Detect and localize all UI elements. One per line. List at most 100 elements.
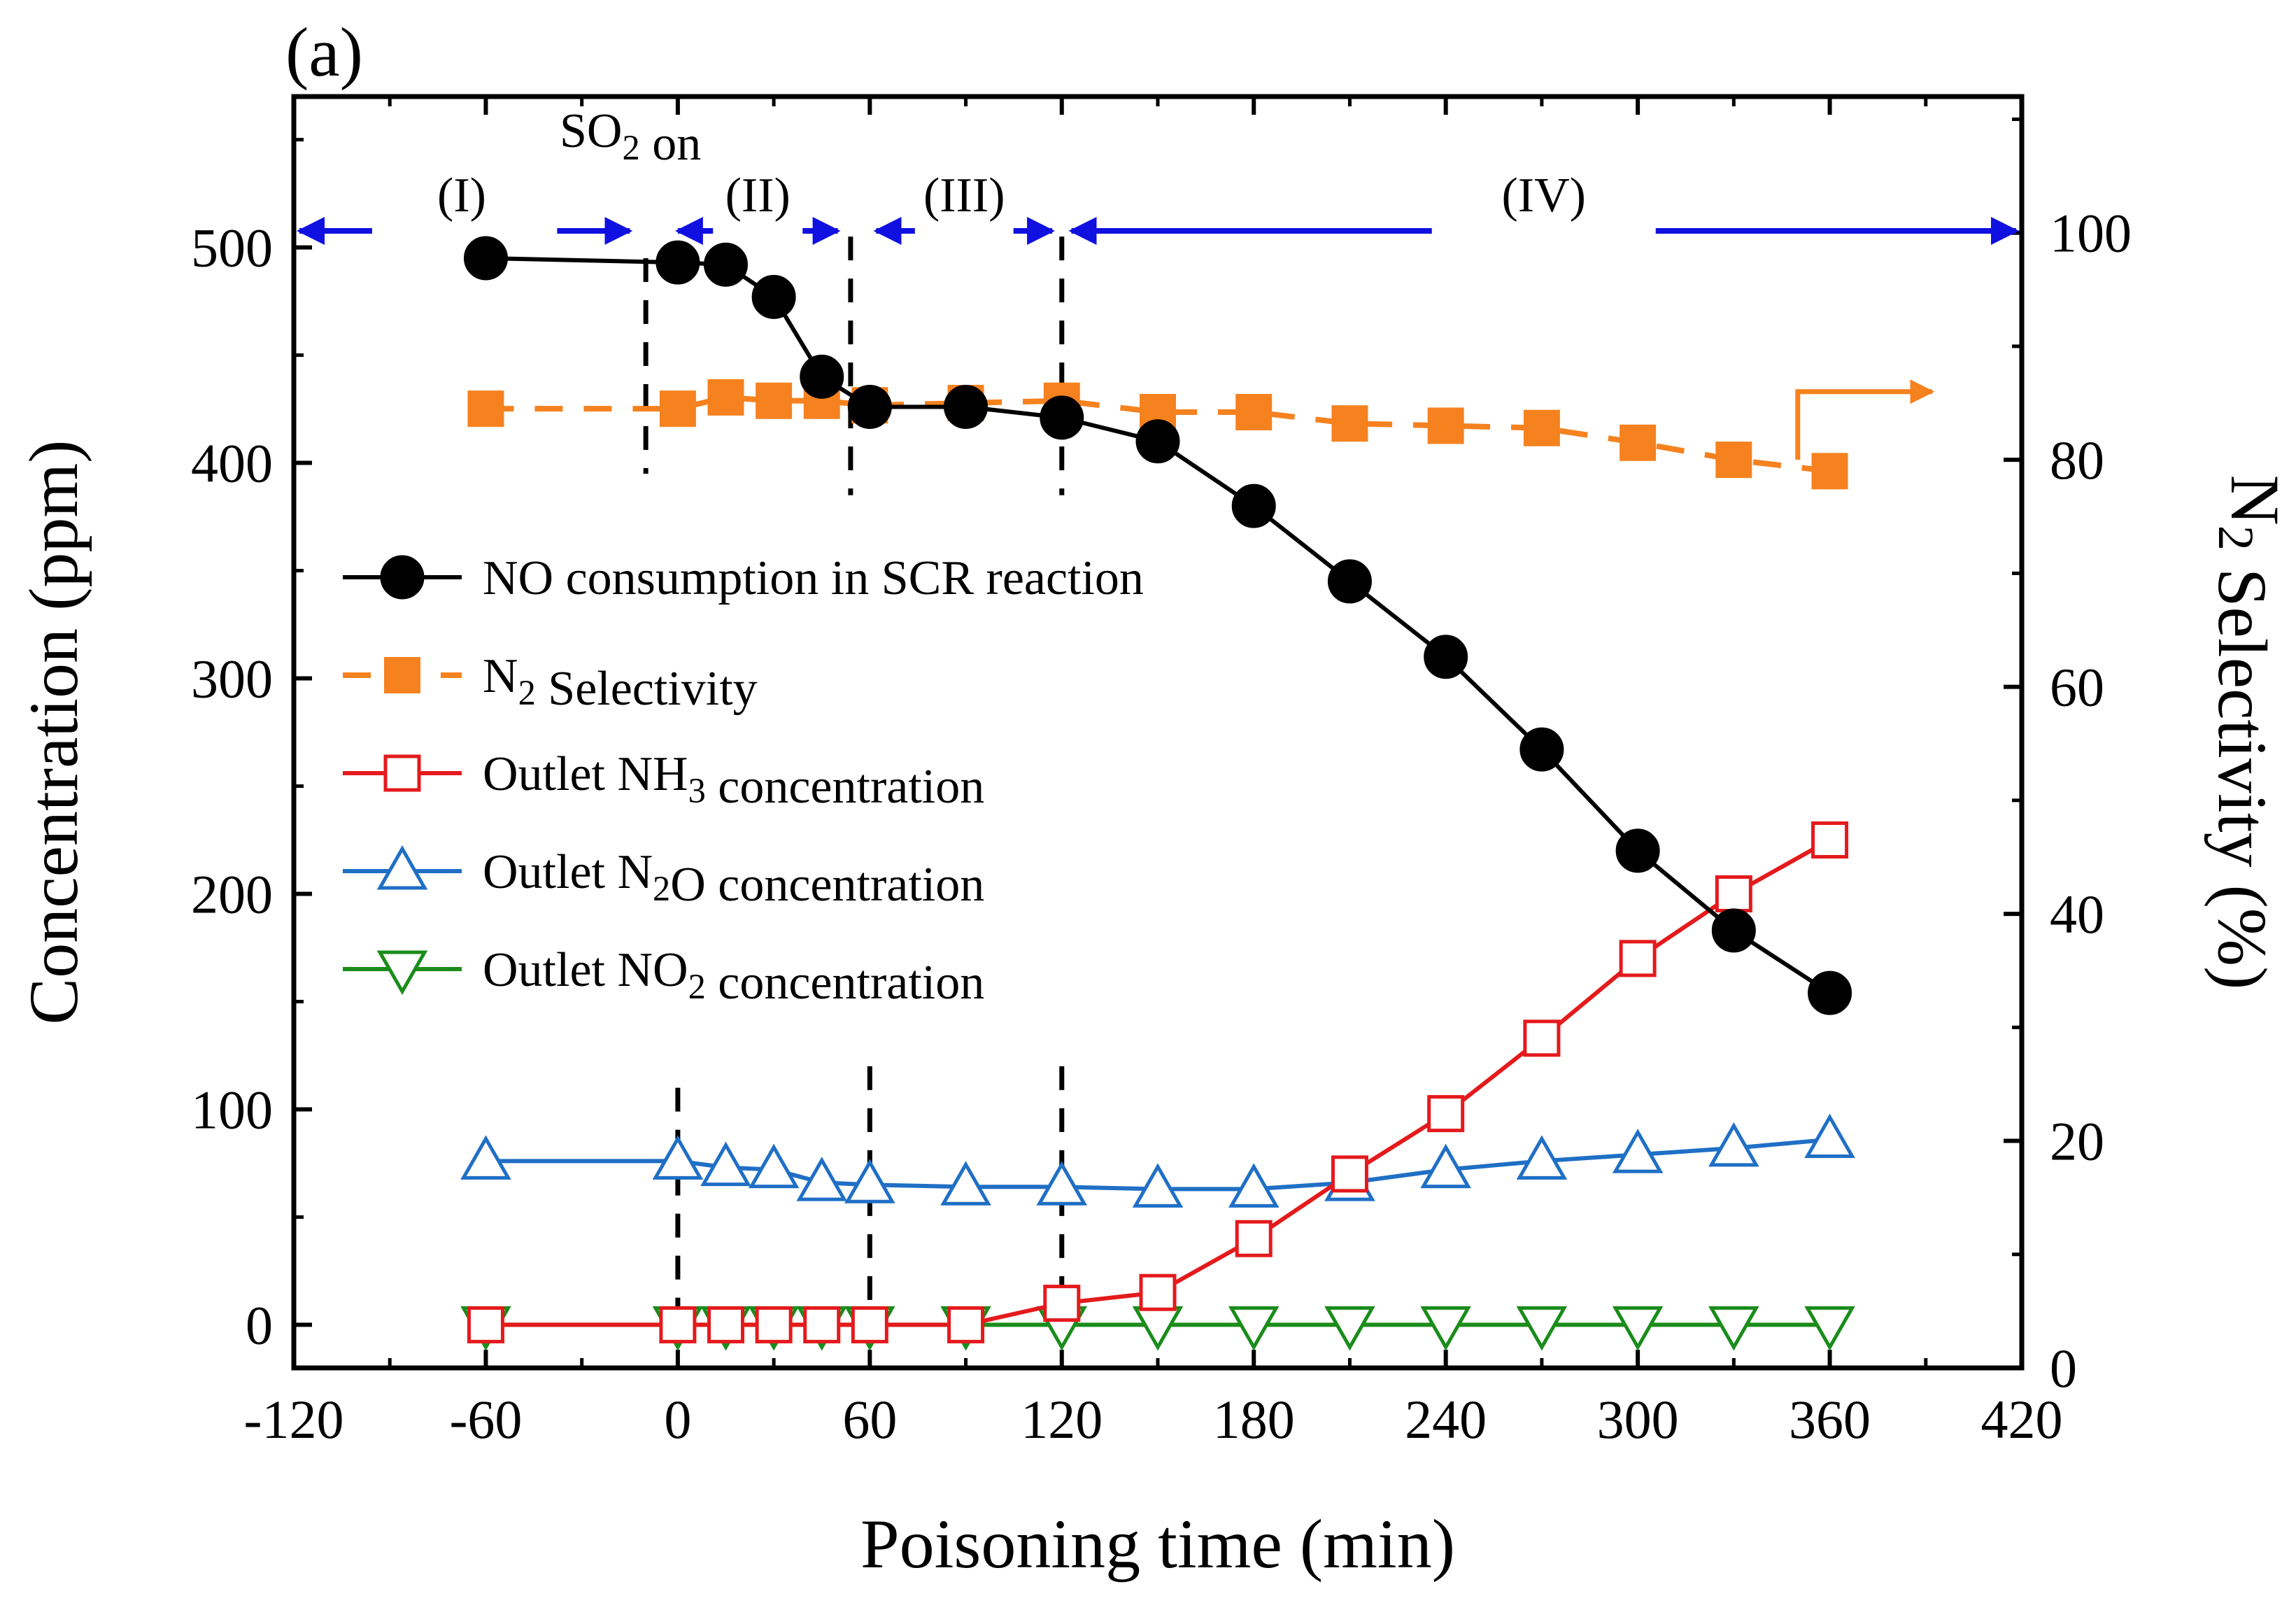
- legend-label: Outlet N2O concentration: [483, 845, 984, 912]
- data-point: [940, 1161, 991, 1206]
- data-point: [707, 379, 744, 416]
- data-point: [1715, 442, 1752, 479]
- data-point: [707, 1306, 744, 1343]
- data-point: [1427, 407, 1464, 444]
- data-point: [652, 1135, 704, 1180]
- so2-on-label: SO2 on: [560, 104, 701, 171]
- data-point: [1620, 424, 1657, 461]
- data-point: [467, 390, 504, 428]
- data-point: [847, 384, 892, 429]
- data-point: [1231, 483, 1276, 528]
- data-point: [1523, 409, 1560, 446]
- y-right-tick-label: 0: [2050, 1338, 2077, 1399]
- legend-item: Outlet NH3 concentration: [343, 747, 984, 814]
- data-point: [704, 242, 748, 287]
- y-left-tick-label: 0: [246, 1294, 273, 1355]
- data-series: [460, 236, 1855, 1351]
- legend-marker: [383, 754, 421, 792]
- right-axis-pointer-arrow: [1795, 379, 1935, 460]
- data-point: [803, 1306, 841, 1343]
- data-point: [1331, 1155, 1368, 1193]
- data-point: [1043, 1285, 1081, 1322]
- x-tick-label: 0: [664, 1389, 691, 1450]
- data-point: [656, 240, 700, 285]
- data-point: [851, 1306, 888, 1343]
- legend-label: Outlet NO2 concentration: [483, 943, 984, 1010]
- x-tick-label: -60: [449, 1389, 522, 1450]
- stage-label: (II): [725, 169, 791, 223]
- x-tick-label: 120: [1021, 1389, 1103, 1450]
- y-right-tick-label: 40: [2050, 884, 2104, 945]
- data-point: [1424, 635, 1468, 679]
- legend-marker: [376, 845, 428, 890]
- series-line: [486, 394, 1831, 474]
- data-point: [1228, 1163, 1280, 1208]
- x-axis-title: Poisoning time (min): [860, 1505, 1455, 1583]
- legend-label: N2 Selectivity: [483, 649, 758, 716]
- data-point: [1811, 821, 1849, 859]
- stage-label: (III): [923, 169, 1005, 223]
- legend-marker: [380, 555, 425, 600]
- stage-label: (IV): [1502, 169, 1586, 223]
- data-point: [1612, 1306, 1664, 1351]
- data-point: [1324, 1306, 1375, 1351]
- data-point: [659, 1306, 697, 1343]
- axis-text: -120 -60 0 60 120 180 240 300 360 420010020030040…: [15, 13, 2294, 1583]
- data-point: [1331, 405, 1368, 442]
- data-point: [947, 1306, 985, 1343]
- data-point: [1519, 727, 1564, 772]
- series-line: [486, 838, 1831, 1327]
- data-point: [944, 384, 988, 429]
- data-point: [1516, 1135, 1568, 1180]
- y-left-tick-label: 200: [191, 863, 273, 924]
- legend-item: N2 Selectivity: [343, 649, 758, 716]
- data-point: [1711, 908, 1756, 953]
- data-point: [1811, 453, 1848, 490]
- x-tick-label: 360: [1789, 1389, 1871, 1450]
- y-left-tick-label: 400: [191, 433, 273, 494]
- legend-item: Outlet NO2 concentration: [343, 943, 984, 1010]
- series-3: [460, 1113, 1855, 1208]
- data-point: [1619, 940, 1657, 977]
- stage-label: (I): [437, 169, 486, 223]
- data-point: [1523, 1019, 1561, 1057]
- data-point: [1420, 1143, 1471, 1189]
- data-point: [751, 274, 796, 319]
- data-point: [460, 1135, 511, 1180]
- x-tick-label: 420: [1981, 1389, 2063, 1450]
- data-point: [1420, 1306, 1471, 1351]
- data-point: [659, 390, 696, 428]
- series-line: [486, 1137, 1830, 1192]
- data-point: [1804, 1306, 1855, 1351]
- data-point: [1235, 394, 1273, 431]
- data-point: [1040, 395, 1084, 440]
- legend-label: Outlet NH3 concentration: [483, 747, 984, 814]
- data-point: [1139, 1273, 1177, 1311]
- series-2: [467, 821, 1849, 1343]
- y-left-tick-label: 100: [191, 1079, 273, 1140]
- legend: NO consumption in SCR reaction N2 Selecti…: [343, 551, 1144, 1010]
- data-point: [1036, 1161, 1088, 1206]
- y-right-tick-label: 80: [2050, 430, 2104, 490]
- legend-item: NO consumption in SCR reaction: [343, 551, 1144, 605]
- data-point: [1132, 1163, 1184, 1208]
- legend-marker: [376, 950, 428, 996]
- x-tick-label: 60: [842, 1389, 897, 1450]
- y-right-tick-label: 100: [2050, 203, 2132, 264]
- data-point: [700, 1141, 751, 1187]
- data-point: [756, 382, 793, 419]
- data-point: [1808, 970, 1852, 1015]
- plot-frame: [291, 94, 2025, 1371]
- data-point: [467, 1306, 504, 1343]
- data-point: [1708, 1306, 1759, 1351]
- y-right-tick-label: 60: [2050, 657, 2104, 718]
- y-left-tick-label: 300: [191, 649, 273, 709]
- x-tick-label: 240: [1405, 1389, 1487, 1450]
- series-0: [463, 236, 1852, 1015]
- y-right-axis-title: N2 Selectivity (%): [2204, 475, 2294, 990]
- data-point: [1135, 419, 1180, 464]
- y-left-axis-title: Concentration (ppm): [15, 440, 92, 1025]
- data-point: [1235, 1220, 1273, 1257]
- data-point: [1132, 1306, 1184, 1351]
- data-point: [1715, 875, 1752, 912]
